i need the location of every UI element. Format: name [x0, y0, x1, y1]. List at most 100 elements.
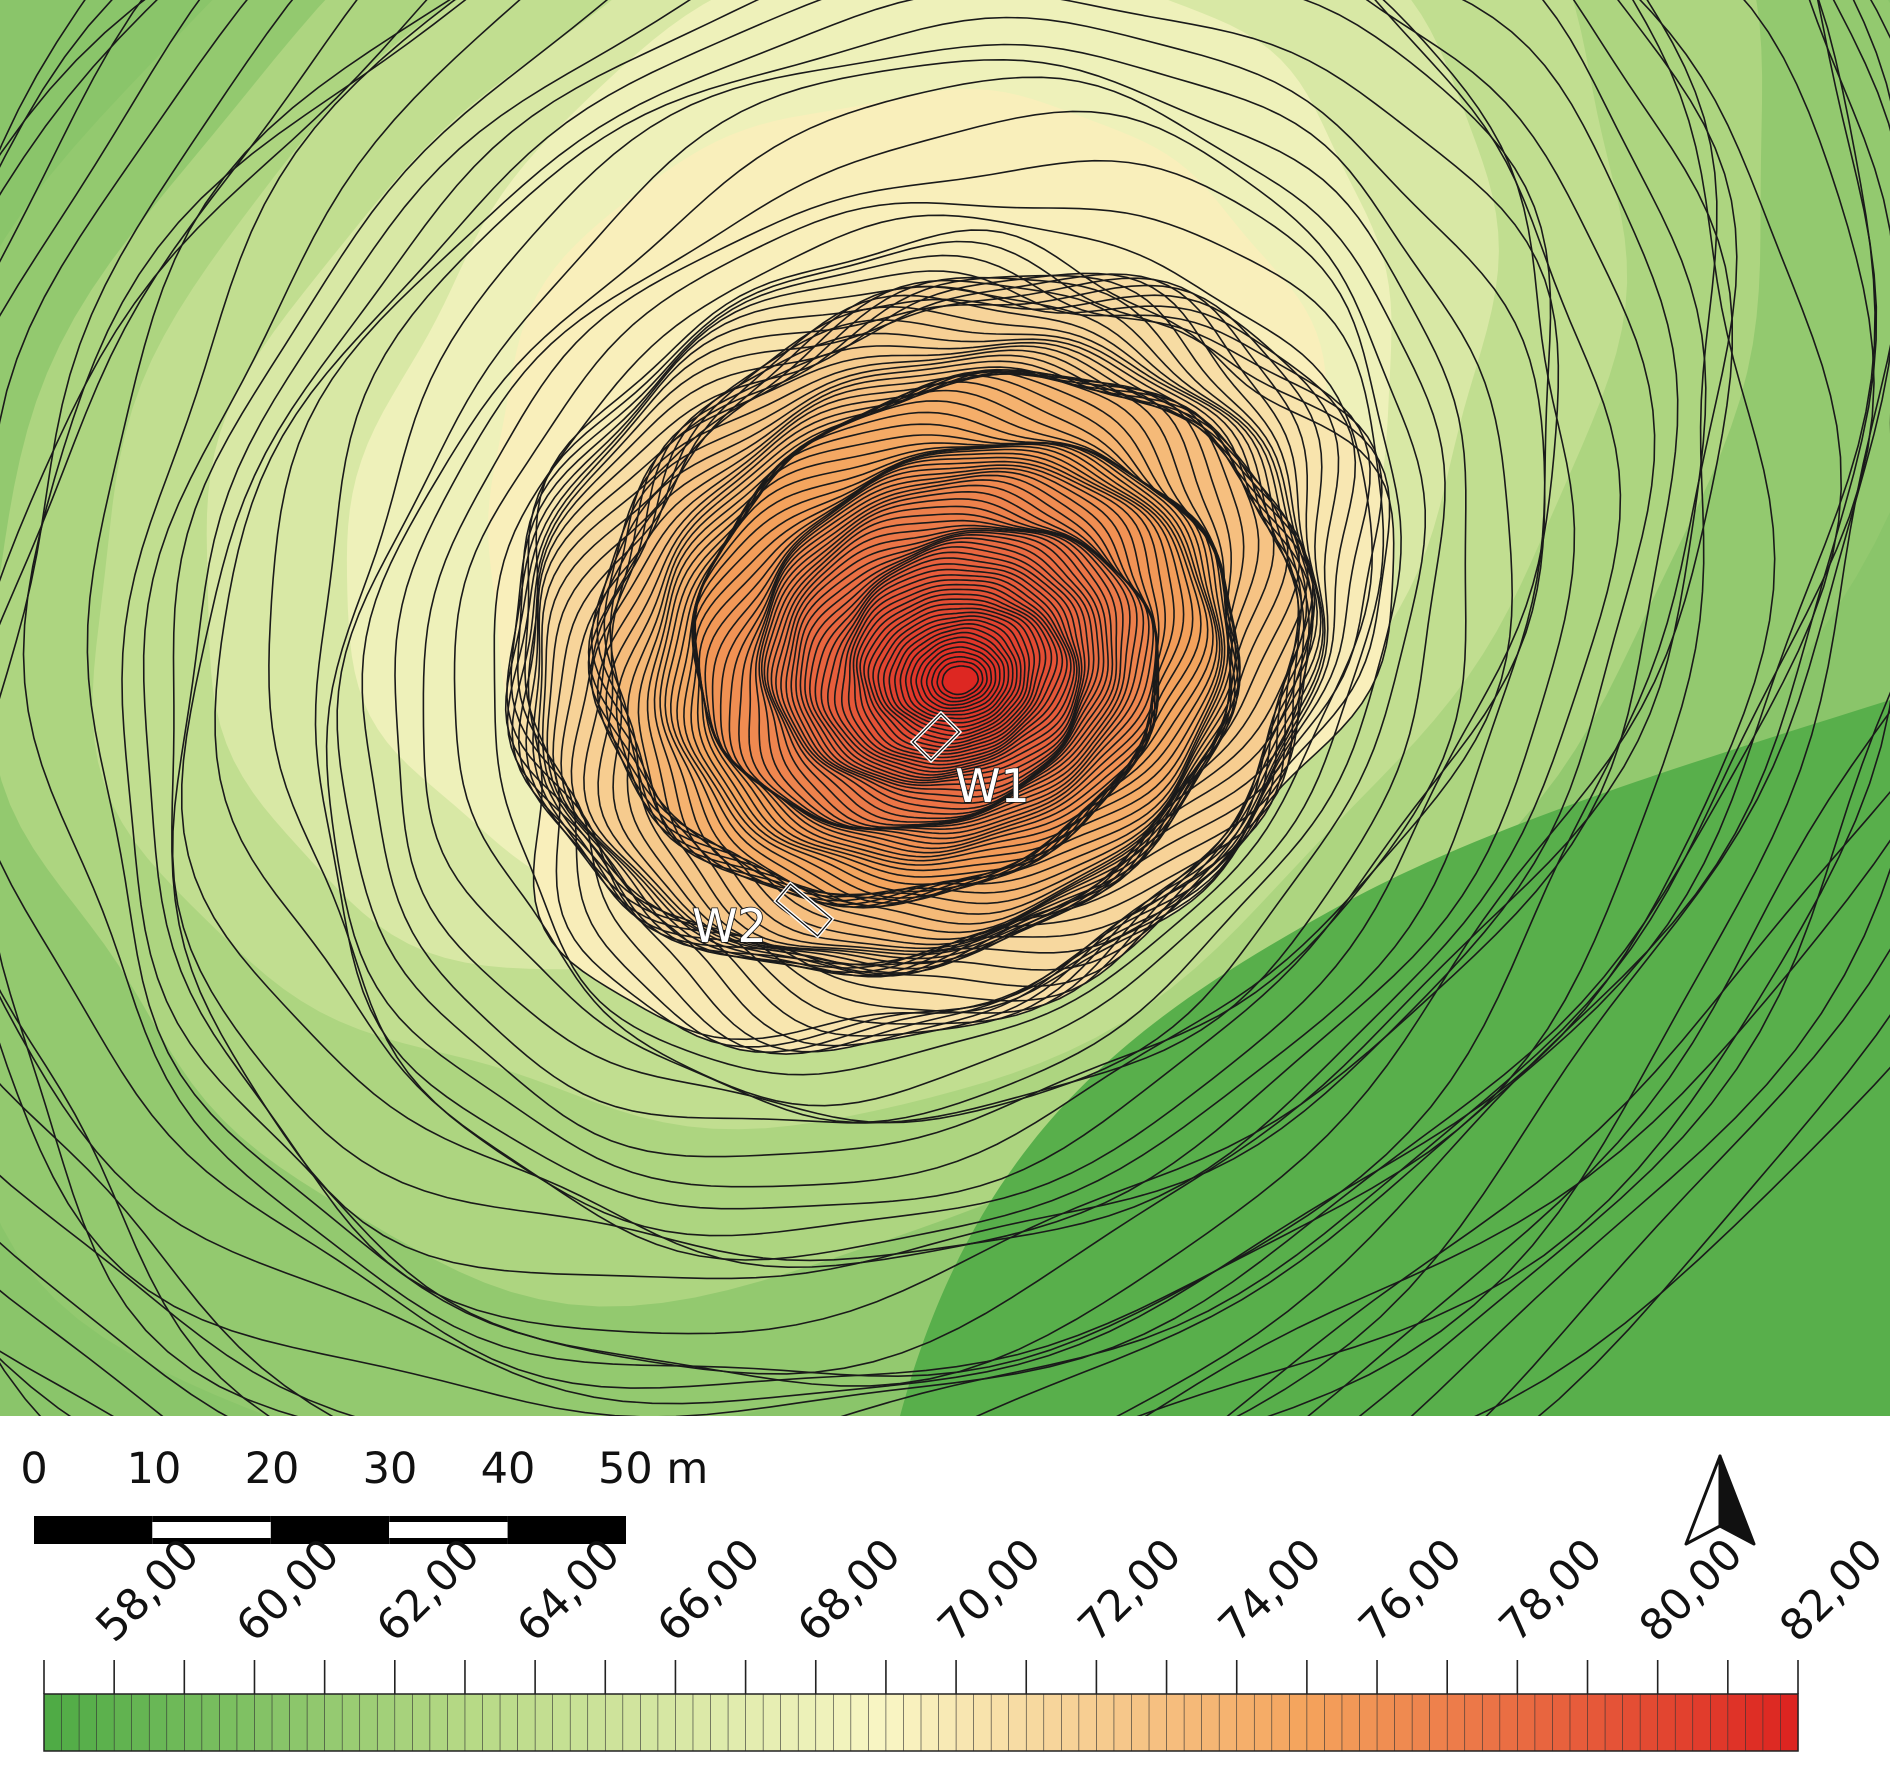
contour-line: [637, 370, 1240, 905]
contour-line: [0, 0, 1890, 1416]
color-ramp-frame: [43, 1693, 1799, 1752]
contour-line: [904, 631, 1010, 720]
contour-line: [22, 0, 1738, 1378]
contour-line: [882, 615, 1026, 737]
contour-line: [691, 448, 1185, 872]
contour-line: [422, 159, 1402, 1124]
contour-line: [826, 563, 1078, 776]
color-ramp-bin: [1271, 1693, 1290, 1752]
color-ramp-bin: [236, 1693, 256, 1752]
color-ramp-ticks: [43, 1660, 1799, 1694]
color-ramp-bin: [1166, 1693, 1185, 1752]
color-ramp-bin: [78, 1693, 98, 1752]
contour-line: [0, 0, 1843, 1416]
contour-line: [646, 374, 1237, 898]
color-ramp-tick-label: 62,00: [367, 1529, 489, 1651]
scale-bar: 0 10 20 30 40 50 m: [20, 1444, 708, 1544]
color-ramp-bin: [254, 1693, 273, 1752]
map-legend: 0 10 20 30 40 50 m 58,00 60,00 62,00 64,00 6…: [20, 1444, 1890, 1752]
color-ramp-bin: [920, 1693, 940, 1752]
contour-line: [142, 0, 1679, 1335]
contour-line: [755, 484, 1154, 831]
color-ramp-bin: [482, 1693, 501, 1752]
site-w1-label: W1: [955, 759, 1030, 813]
color-ramp-tick-label: 74,00: [1209, 1529, 1331, 1651]
color-ramp-bin: [1078, 1693, 1097, 1752]
color-ramp-bin: [359, 1693, 378, 1752]
contour-line: [859, 593, 1053, 755]
contour-line: [758, 490, 1150, 830]
color-ramp-bin: [1481, 1693, 1501, 1752]
contour-line: [738, 474, 1159, 840]
color-ramp-bin: [885, 1693, 905, 1752]
contour-line: [583, 332, 1314, 977]
site-markers: W1 W2: [691, 710, 1031, 954]
color-ramp-bin: [780, 1693, 799, 1752]
color-ramp-tick-labels: 58,00 60,00 62,00 64,00 66,00 68,00 70,00 72,00…: [87, 1529, 1890, 1651]
contour-line: [692, 443, 1202, 886]
color-ramp-bin: [640, 1693, 659, 1752]
terrain-ring: [942, 666, 979, 695]
color-ramp-bin: [903, 1693, 922, 1752]
contour-line: [888, 619, 1022, 733]
contour-line: [841, 574, 1072, 770]
contour-line: [676, 423, 1221, 908]
scale-bar-segment-inner: [389, 1522, 508, 1538]
color-ramp-bin: [1201, 1693, 1220, 1752]
scale-bar-segment: [507, 1516, 626, 1544]
color-ramp-bin: [1604, 1693, 1624, 1752]
contour-line: [336, 58, 1467, 1158]
contour-line: [910, 636, 1005, 716]
scale-bar-segment-top: [152, 1516, 271, 1522]
north-arrow-icon: [1684, 1454, 1756, 1546]
scale-label-30: 30: [363, 1444, 418, 1494]
contour-line: [915, 641, 1001, 713]
contour-line: [770, 519, 1124, 823]
color-ramp-bin: [376, 1693, 396, 1752]
color-ramp-bin: [1359, 1693, 1378, 1752]
color-ramp-bin: [762, 1693, 782, 1752]
color-ramp-bin: [1131, 1693, 1150, 1752]
contour-line: [525, 272, 1319, 1002]
color-ramp-bin: [219, 1693, 238, 1752]
elevation-raster: [0, 0, 1890, 1416]
contour-line: [394, 110, 1426, 1124]
color-ramp-bin: [1674, 1693, 1694, 1752]
color-ramp-bin: [868, 1693, 887, 1752]
contour-line: [936, 660, 984, 699]
contour-line: [181, 0, 1576, 1269]
contour-line: [552, 294, 1301, 973]
contour-line: [683, 434, 1218, 904]
color-ramp-bin: [148, 1693, 168, 1752]
scale-bar-segment-bottom: [152, 1538, 271, 1544]
color-ramp-bin: [1306, 1693, 1326, 1752]
color-ramp-bin: [1534, 1693, 1554, 1752]
contour-line: [728, 470, 1160, 845]
contour-line: [560, 305, 1305, 977]
color-ramp-bin: [990, 1693, 1010, 1752]
color-ramp-bin: [1639, 1693, 1659, 1752]
color-ramp-bins: [43, 1693, 1799, 1752]
scale-bar-segment-inner: [152, 1522, 271, 1538]
color-ramp-bin: [1552, 1693, 1571, 1752]
color-ramp-bin: [815, 1693, 834, 1752]
contour-line: [214, 0, 1552, 1261]
color-ramp-bin: [43, 1693, 63, 1752]
scale-bar-segments: [34, 1516, 626, 1544]
contour-line: [799, 537, 1095, 792]
color-ramp-tick-label: 64,00: [508, 1529, 630, 1651]
color-ramp-bin: [499, 1693, 519, 1752]
color-ramp-tick-label: 58,00: [87, 1529, 209, 1651]
contour-line: [570, 319, 1310, 978]
color-ramp-bin: [1587, 1693, 1606, 1752]
color-ramp-tick-label: 78,00: [1490, 1529, 1612, 1651]
contour-line: [325, 43, 1514, 1188]
contour-line: [899, 627, 1014, 724]
color-ramp-bin: [1517, 1693, 1536, 1752]
scale-label-20: 20: [245, 1444, 300, 1494]
color-ramp-bin: [1341, 1693, 1361, 1752]
site-w2-label: W2: [692, 899, 767, 953]
contour-line: [931, 656, 988, 703]
color-ramp-bin: [1324, 1693, 1343, 1752]
color-ramp-tick-label: 68,00: [788, 1529, 910, 1651]
